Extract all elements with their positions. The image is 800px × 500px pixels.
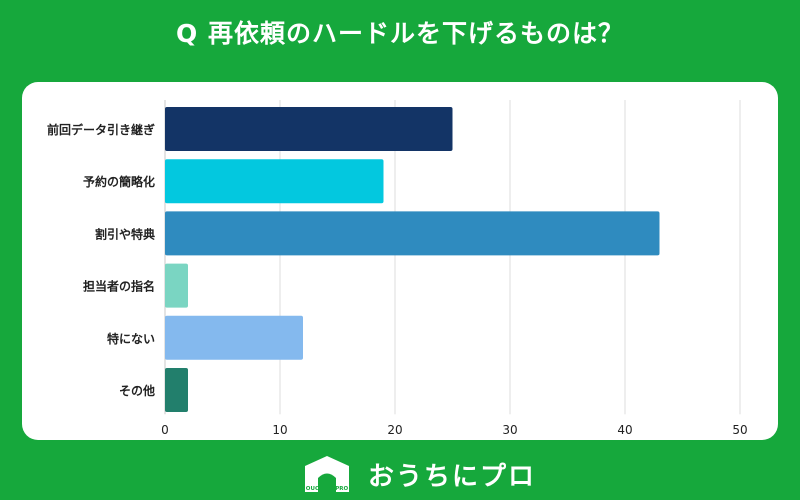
chart-title: Q 再依頼のハードルを下げるものは？ <box>176 19 624 48</box>
bar-chart: 0 10 20 30 40 50 前回データ引き継ぎ予約の簡略化割引や特典担当者の指名特にな… <box>47 100 748 437</box>
bar <box>165 211 660 256</box>
brand-name: おうちにプロ <box>368 461 537 492</box>
category-label: 特にない <box>107 331 155 346</box>
category-label: 割引や特典 <box>95 226 155 241</box>
house-logo-icon: OUCHI ni PRO <box>300 452 354 496</box>
x-tick-label: 40 <box>617 423 632 437</box>
x-tick-label: 30 <box>502 423 517 437</box>
bar <box>165 315 303 360</box>
bar <box>165 368 188 412</box>
category-label: 担当者の指名 <box>83 279 155 294</box>
bar <box>165 159 384 204</box>
bar <box>165 263 188 308</box>
x-tick-label: 20 <box>387 423 402 437</box>
x-tick-label: 50 <box>732 423 747 437</box>
x-tick-label: 10 <box>272 423 287 437</box>
category-label: その他 <box>119 383 155 398</box>
category-label: 前回データ引き継ぎ <box>47 122 155 137</box>
chart-card: 0 10 20 30 40 50 前回データ引き継ぎ予約の簡略化割引や特典担当者の指名特にな… <box>22 82 778 440</box>
category-label: 予約の簡略化 <box>83 174 155 189</box>
logo-small-text: OUCHI ni PRO <box>306 486 349 492</box>
footer-brand: OUCHI ni PRO おうちにプロ <box>300 452 536 496</box>
bar <box>165 107 453 151</box>
x-tick-label: 0 <box>161 423 169 437</box>
